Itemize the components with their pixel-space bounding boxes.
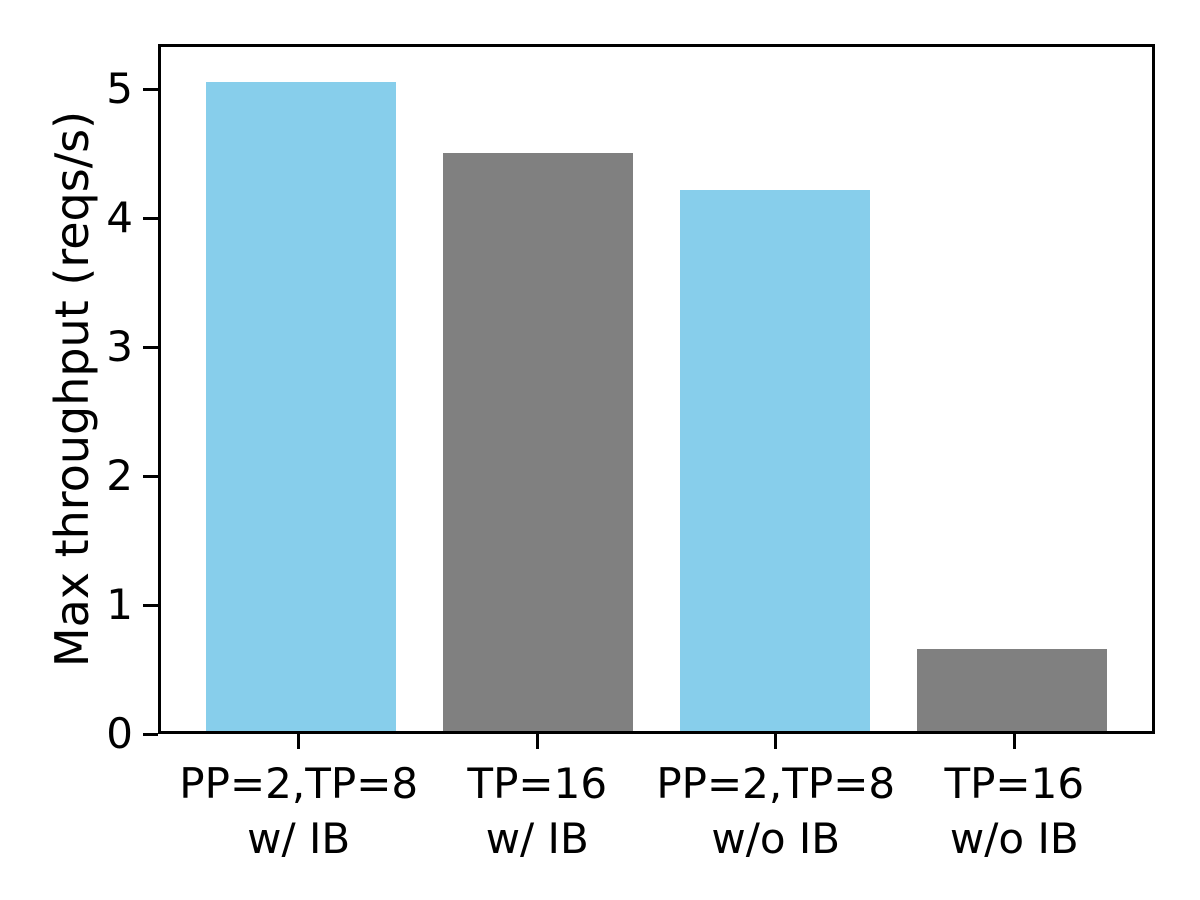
x-tick-label-0-line-1: w/ IB — [247, 813, 351, 863]
x-tick-mark-2 — [774, 734, 778, 749]
y-tick-label-5: 5 — [106, 64, 133, 114]
bar-3 — [917, 649, 1107, 731]
y-tick-mark-2 — [143, 474, 158, 478]
y-tick-mark-1 — [143, 603, 158, 607]
plot-area — [158, 44, 1155, 734]
x-tick-label-2-line-1: w/o IB — [711, 813, 841, 863]
y-tick-mark-5 — [143, 87, 158, 91]
y-tick-label-1: 1 — [106, 580, 133, 630]
x-tick-mark-0 — [297, 734, 301, 749]
x-tick-label-0-line-0: PP=2,TP=8 — [179, 759, 419, 808]
bar-2 — [680, 190, 870, 731]
y-tick-label-0: 0 — [106, 709, 133, 758]
bar-1 — [443, 153, 633, 731]
y-tick-mark-4 — [143, 216, 158, 220]
x-tick-mark-1 — [535, 734, 539, 749]
bar-0 — [206, 81, 396, 731]
y-tick-mark-0 — [143, 732, 158, 736]
x-tick-label-1: TP=16 w/ IB — [467, 757, 607, 866]
y-tick-mark-3 — [143, 345, 158, 349]
x-tick-label-2-line-0: PP=2,TP=8 — [656, 759, 896, 808]
x-tick-label-3: TP=16 w/o IB — [944, 757, 1084, 866]
y-tick-label-4: 4 — [106, 193, 133, 243]
x-tick-label-1-line-0: TP=16 — [467, 759, 608, 808]
y-tick-label-3: 3 — [106, 322, 133, 372]
x-tick-label-0: PP=2,TP=8 w/ IB — [179, 757, 418, 866]
x-tick-label-2: PP=2,TP=8 w/o IB — [656, 757, 895, 866]
x-tick-label-3-line-0: TP=16 — [944, 759, 1085, 808]
x-tick-mark-3 — [1012, 734, 1016, 749]
x-tick-label-3-line-1: w/o IB — [949, 813, 1079, 863]
x-tick-label-1-line-1: w/ IB — [485, 813, 589, 863]
y-tick-label-2: 2 — [106, 451, 133, 501]
